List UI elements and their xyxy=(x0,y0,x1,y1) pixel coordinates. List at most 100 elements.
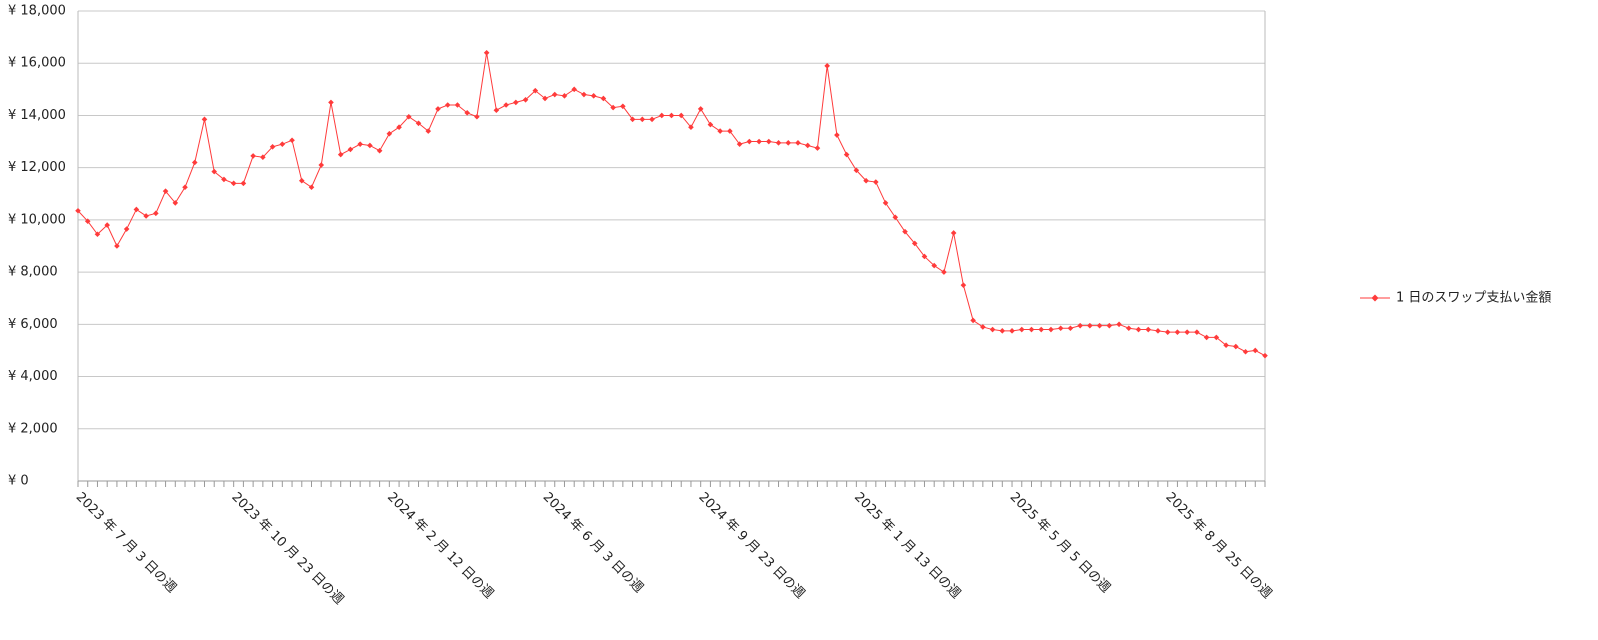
point-marker xyxy=(1057,325,1064,332)
point-marker xyxy=(1116,321,1122,328)
y-tick-label: ¥ 10,000 xyxy=(8,212,66,227)
y-tick-label: ¥ 14,000 xyxy=(8,108,66,123)
point-marker xyxy=(688,124,694,130)
x-tick-label: 2023 年 7 月 3 日の週 xyxy=(73,490,179,596)
point-marker xyxy=(765,138,772,145)
point-marker xyxy=(1106,322,1113,329)
point-marker xyxy=(289,137,295,144)
point-marker xyxy=(104,222,110,228)
point-marker xyxy=(425,128,432,134)
point-marker xyxy=(639,116,646,123)
point-marker xyxy=(1077,322,1083,329)
point-marker xyxy=(804,142,811,149)
point-marker xyxy=(902,228,908,235)
point-marker xyxy=(668,112,675,119)
point-marker xyxy=(911,240,918,247)
point-marker xyxy=(318,162,325,168)
point-marker xyxy=(532,87,539,94)
point-marker xyxy=(581,91,587,98)
point-marker xyxy=(1242,348,1249,355)
point-marker xyxy=(522,96,529,103)
point-marker xyxy=(75,207,81,214)
point-marker xyxy=(1038,326,1045,333)
point-marker xyxy=(620,103,626,110)
point-marker xyxy=(610,104,616,111)
point-marker xyxy=(1174,329,1181,335)
point-marker xyxy=(367,142,373,149)
point-marker xyxy=(221,176,227,183)
point-marker xyxy=(191,159,198,166)
point-marker xyxy=(1233,343,1239,350)
point-marker xyxy=(980,324,986,330)
x-tick-label: 2024 年 6 月 3 日の週 xyxy=(540,490,646,596)
point-marker xyxy=(133,206,140,213)
point-marker xyxy=(211,168,218,175)
point-marker xyxy=(785,140,792,146)
y-tick-label: ¥ 6,000 xyxy=(8,317,58,332)
point-marker xyxy=(882,200,889,206)
point-marker xyxy=(678,112,685,119)
point-marker xyxy=(454,102,461,108)
point-marker xyxy=(834,132,840,138)
point-marker xyxy=(474,113,480,120)
point-marker xyxy=(123,226,130,232)
point-marker xyxy=(697,106,704,112)
point-marker xyxy=(347,146,354,153)
point-marker xyxy=(386,130,393,137)
point-marker xyxy=(629,116,636,123)
point-marker xyxy=(240,180,247,187)
point-marker xyxy=(931,262,937,269)
point-marker xyxy=(415,120,422,127)
x-tick-label: 2025 年 1 月 13 日の週 xyxy=(851,490,963,602)
point-marker xyxy=(1009,328,1015,334)
y-tick-label: ¥ 12,000 xyxy=(8,160,66,175)
x-tick-label: 2025 年 5 月 5 日の週 xyxy=(1007,490,1113,596)
point-marker xyxy=(250,153,256,159)
point-marker xyxy=(1155,328,1161,334)
legend-marker xyxy=(1371,294,1379,302)
y-tick-label: ¥ 2,000 xyxy=(8,421,58,436)
x-tick-label: 2024 年 2 月 12 日の週 xyxy=(384,490,496,602)
x-tick-label: 2024 年 9 月 23 日の週 xyxy=(695,490,807,602)
point-marker xyxy=(843,151,850,158)
point-marker xyxy=(1213,334,1220,341)
point-marker xyxy=(1145,326,1152,333)
point-marker xyxy=(727,128,733,134)
point-marker xyxy=(649,116,655,123)
point-marker xyxy=(260,154,266,161)
point-marker xyxy=(153,210,159,217)
point-marker xyxy=(600,95,607,102)
point-marker xyxy=(201,116,208,123)
point-marker xyxy=(143,213,149,219)
point-marker xyxy=(746,138,753,145)
point-marker xyxy=(941,269,947,275)
point-marker xyxy=(1087,322,1093,329)
point-marker xyxy=(950,230,957,236)
point-marker xyxy=(551,91,558,98)
point-marker xyxy=(960,282,967,288)
point-marker xyxy=(1203,334,1210,341)
point-marker xyxy=(824,63,830,69)
point-marker xyxy=(775,140,782,146)
y-tick-label: ¥ 4,000 xyxy=(8,369,58,384)
point-marker xyxy=(84,218,91,224)
point-marker xyxy=(308,184,315,191)
point-marker xyxy=(513,99,519,106)
point-marker xyxy=(1135,326,1142,333)
point-marker xyxy=(337,151,344,158)
point-marker xyxy=(1067,325,1074,332)
point-marker xyxy=(542,95,548,102)
point-marker xyxy=(162,188,169,194)
point-marker xyxy=(1184,329,1190,335)
point-marker xyxy=(717,128,723,134)
point-marker xyxy=(182,184,188,191)
point-marker xyxy=(1223,342,1229,349)
point-marker xyxy=(230,180,237,187)
point-marker xyxy=(279,141,286,147)
point-marker xyxy=(269,143,276,150)
point-marker xyxy=(406,113,412,120)
point-marker xyxy=(795,140,801,146)
point-marker xyxy=(1125,325,1132,332)
series-line xyxy=(77,52,1266,357)
